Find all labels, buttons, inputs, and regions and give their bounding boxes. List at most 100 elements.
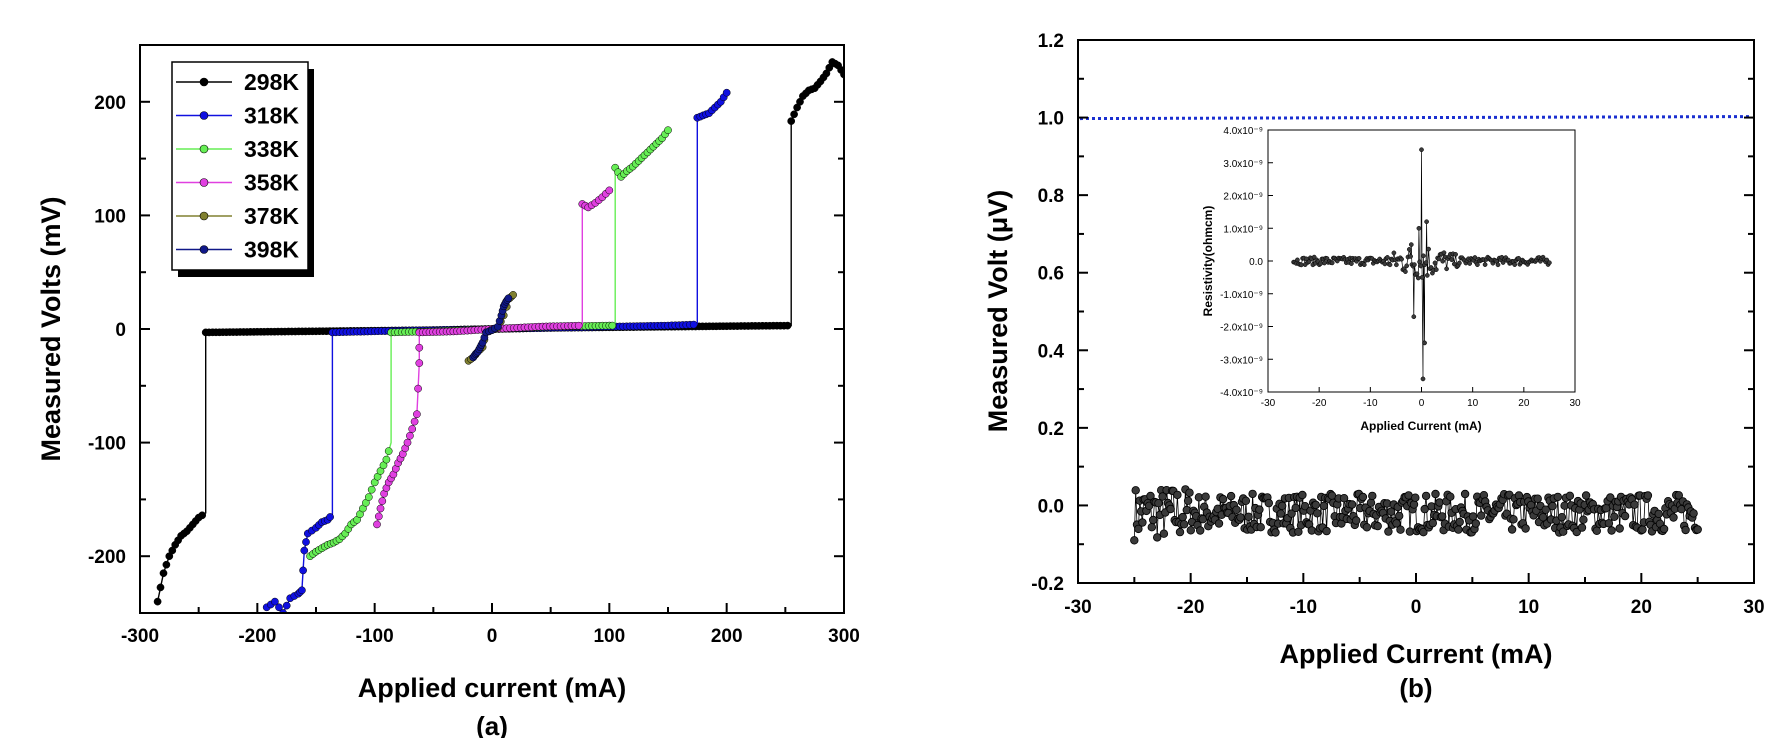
inset-data-point [1414, 271, 1420, 277]
data-point [1521, 524, 1530, 533]
data-point [1185, 488, 1194, 497]
x-tick-label: -300 [121, 626, 159, 647]
data-point [1606, 493, 1615, 502]
legend-label: 318K [244, 103, 299, 129]
data-point [1300, 502, 1310, 511]
data-point [1446, 492, 1455, 501]
inset-y-tick-label: -2.0x10⁻⁹ [1220, 323, 1263, 334]
inset-data-point [1422, 340, 1427, 346]
data-point [1339, 494, 1349, 503]
data-point [1152, 533, 1162, 542]
inset-data-point [1403, 269, 1408, 274]
inset-x-tick-label: 10 [1467, 398, 1479, 409]
legend-label: 298K [244, 69, 299, 95]
inset-series [1291, 147, 1552, 382]
inset-data-point [1467, 261, 1473, 266]
inset-x-tick-label: -10 [1363, 398, 1378, 409]
data-point-298K [198, 511, 207, 520]
data-point [1347, 500, 1357, 509]
data-point-298K [783, 321, 792, 330]
x-tick-label: -20 [1177, 597, 1204, 618]
inset-data-point [1419, 275, 1425, 280]
data-point [1659, 524, 1669, 534]
data-point [1431, 489, 1440, 499]
data-point-318K [282, 601, 291, 610]
data-point [1553, 492, 1562, 502]
inset-data-point [1424, 219, 1429, 225]
panel-a-label: (a) [476, 711, 508, 738]
data-point [1558, 527, 1568, 536]
inset-x-tick-label: -20 [1312, 398, 1327, 409]
legend-label: 338K [244, 136, 299, 162]
data-point [1264, 498, 1273, 508]
inset-data-point [1424, 273, 1430, 278]
legend-swatch-marker [199, 144, 209, 154]
data-point [1276, 509, 1286, 518]
data-point [1579, 515, 1588, 524]
data-point [1179, 520, 1189, 529]
inset-data-point [1394, 262, 1399, 268]
inset-data-point [1444, 266, 1449, 272]
data-point [1166, 504, 1175, 514]
inset-data-point [1385, 255, 1390, 260]
x-tick-label: -100 [356, 626, 394, 647]
data-point-338K [384, 447, 393, 455]
data-point [1581, 491, 1591, 500]
inset-data-point [1482, 262, 1488, 267]
data-point [1158, 492, 1167, 501]
data-point-318K [326, 513, 334, 521]
data-point [1607, 526, 1616, 535]
data-point-338K [367, 485, 376, 494]
data-point [1218, 494, 1228, 504]
data-point [1615, 524, 1624, 533]
panel-b-ticks: -30 -20 -10 0 10 20 30 -0.2 0.0 0.2 0.4 0.6 0.8 1.0 1.… [1031, 31, 1764, 618]
legend-box [171, 61, 309, 271]
data-point [1460, 489, 1470, 499]
data-point [1643, 491, 1653, 500]
y-tick-label: 0.8 [1038, 186, 1064, 207]
data-point [1638, 525, 1647, 534]
panel-a: -300 -200 -100 0 100 200 300 -200 -100 0 100 200 Ap… [36, 44, 860, 738]
data-point [1312, 509, 1322, 518]
data-point [1476, 511, 1486, 520]
data-point-338K [364, 493, 373, 501]
legend-swatch-marker [199, 111, 209, 120]
y-tick-label: 0.4 [1038, 341, 1065, 362]
data-point [1358, 492, 1368, 502]
data-point [1533, 494, 1542, 503]
inset-data-point [1361, 262, 1367, 268]
data-point [1322, 526, 1331, 536]
data-point [1244, 512, 1253, 521]
data-point [1396, 525, 1405, 534]
inset-data-point [1440, 258, 1446, 264]
data-point-358K [574, 321, 583, 330]
y-tick-label: -200 [88, 547, 126, 568]
data-point-298K [156, 583, 165, 592]
y-tick-label: 0.2 [1038, 419, 1064, 440]
inset-data-point [1391, 250, 1397, 256]
data-point [1226, 491, 1236, 501]
data-point-358K [373, 520, 381, 529]
data-point [1351, 516, 1361, 525]
data-point-358K [378, 497, 387, 505]
panel-b: -30 -20 -10 0 10 20 30 -0.2 0.0 0.2 0.4 0.6 0.8 1.0 1.… [983, 31, 1765, 703]
data-point [1604, 519, 1614, 528]
data-point-318K [298, 586, 306, 595]
data-point [1471, 519, 1480, 528]
data-point-318K [722, 88, 731, 97]
inset-y-tick-label: 4.0x10⁻⁹ [1223, 126, 1263, 137]
data-point [1681, 525, 1690, 535]
inset-data-point [1318, 261, 1323, 266]
data-point [1159, 529, 1169, 538]
legend-label: 398K [244, 237, 299, 263]
data-point-358K [605, 186, 614, 195]
inset-data-point [1472, 255, 1478, 260]
data-point [1183, 496, 1193, 505]
data-point [1541, 505, 1550, 514]
data-point [1147, 523, 1156, 532]
data-point [1366, 498, 1376, 507]
data-point [1437, 512, 1447, 521]
data-point-298K [790, 110, 798, 119]
data-point [1130, 536, 1139, 545]
data-point-338K [382, 455, 391, 464]
